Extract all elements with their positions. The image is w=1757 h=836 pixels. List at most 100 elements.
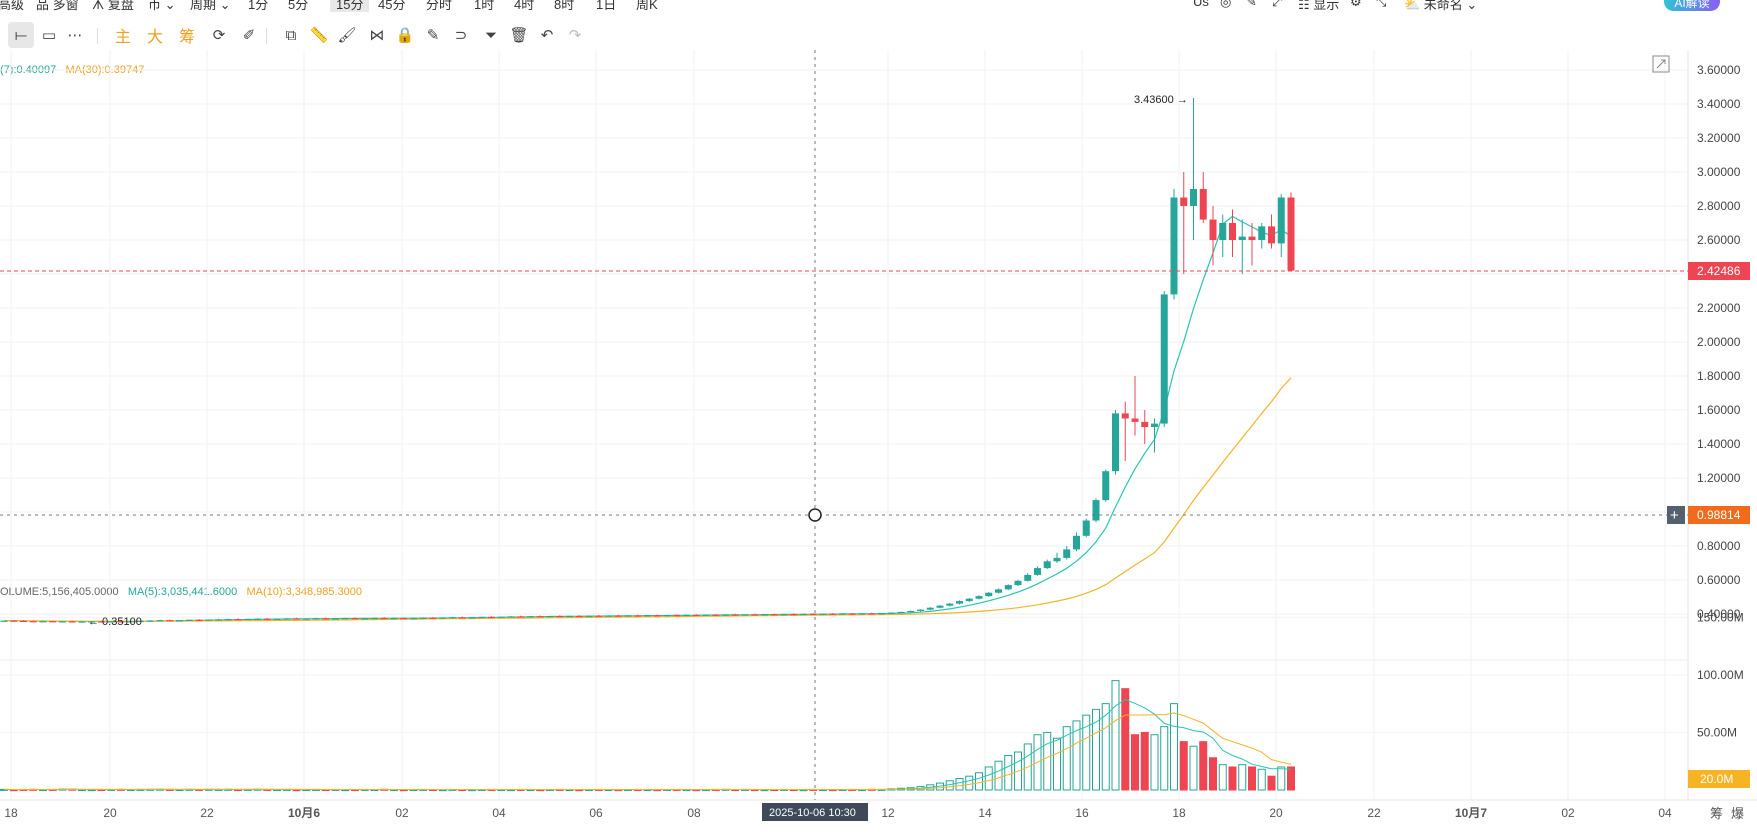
top-menu-item[interactable]: 5分 [288,0,309,12]
candle-body [400,618,408,620]
volume-bar [1023,743,1032,791]
top-menu-item[interactable]: 币 ⌄ [148,0,176,12]
volume-bar [1287,766,1295,791]
top-menu-item[interactable]: ☷ 显示 [1298,0,1340,12]
candle-body [653,615,661,617]
crosshair-cursor[interactable] [808,508,822,522]
volume-tick-label: 150.00M [1697,610,1744,624]
volume-bar [1014,751,1022,791]
top-menu-item[interactable]: ⤢ [1272,0,1283,9]
candle-body [468,617,476,619]
trash-icon[interactable]: 🗑 [509,27,529,44]
fullscreen-icon[interactable] [1652,55,1670,73]
candle-body [692,614,700,617]
volume-value-legend: OLUME:5,156,405.0000 [0,586,119,598]
top-menu-item[interactable]: 1分 [248,0,269,12]
top-menu-item[interactable]: 4时 [514,0,535,12]
top-menu-item[interactable]: 1日 [596,0,617,12]
candle-body [293,618,300,620]
top-menu-item[interactable]: 15分 [330,0,370,12]
top-menu-item[interactable]: 分时 [426,0,453,12]
top-menu-item[interactable]: Us [1193,0,1209,9]
candle-body [68,621,76,623]
copy-icon[interactable]: ⧉ [285,26,297,44]
candle-body [1024,574,1032,581]
vol-ma5-line [3,698,1292,791]
candle-body [117,621,125,623]
candle-body [946,603,954,606]
top-menu-item[interactable]: 1时 [474,0,495,12]
volume-bar [965,775,974,791]
top-menu-item[interactable]: 8时 [554,0,575,12]
price-tick-label: 3.00000 [1697,165,1741,179]
candle-body [536,616,544,618]
candle-body [1082,520,1090,536]
top-menu-item[interactable]: 周K [636,0,658,12]
low-price-label: ← 0.35100 [88,616,142,628]
current-volume-tag [1688,770,1750,788]
time-tick-label: 18 [4,806,18,820]
filter-icon[interactable]: ⏷ [484,26,497,44]
price-tick-label: 1.80000 [1697,369,1741,383]
top-menu-item[interactable]: 高级 [0,0,25,12]
undo-icon[interactable]: ↶ [540,27,554,44]
volume-bar [1238,764,1247,791]
candle-body [488,616,495,619]
rectangle-icon[interactable]: ▭ [41,27,57,44]
chips-distribution-toggle[interactable]: 筹 [1710,806,1723,821]
volume-bar [955,777,964,791]
brush-icon[interactable]: 🖌 [337,27,357,44]
time-tick-label: 14 [978,806,992,820]
add-alert-button[interactable] [1667,506,1685,524]
candle-body [751,614,759,616]
price-tick-label: 0.80000 [1697,539,1741,553]
top-menu-item[interactable]: 周期 ⌄ [190,0,231,12]
candle-body [351,618,359,620]
draw-tool-icon[interactable]: ✐ [242,27,256,44]
top-menu-item[interactable]: ⛅ 未命名 ⌄ [1404,0,1478,12]
pattern-icon[interactable]: ⋈ [369,27,385,44]
candle-body [1238,236,1246,240]
ai-interpret-button[interactable]: AI解读 [1664,0,1720,11]
time-tick-label: 18 [1172,806,1186,820]
candle-body [410,618,417,620]
note-icon[interactable]: ✎ [426,27,440,44]
time-tick-label: 22 [1367,806,1381,820]
more-icon[interactable]: ⋯ [67,27,83,44]
chips-indicator-icon[interactable]: 筹 [178,29,195,46]
top-menu-item[interactable]: ✎ [1246,0,1257,9]
candle-body [829,613,837,615]
candle-body [1053,557,1061,562]
volume-bars [0,680,1295,792]
candle-body [361,618,369,620]
candle-body [273,618,281,620]
top-menu-item[interactable]: ⤡ [1376,0,1387,9]
top-menu-item[interactable]: ⚙ [1350,0,1362,9]
top-menu-item[interactable]: 品 多窗 [36,0,79,12]
magnet-icon[interactable]: ⊃ [454,27,468,44]
ma30-line [3,377,1292,622]
candle-body [1229,223,1236,240]
liquidation-toggle[interactable]: 爆 [1731,806,1744,821]
time-tick-label: 10月6 [288,806,320,820]
replace-icon[interactable]: ⟳ [212,27,226,44]
main-indicator-icon[interactable]: 主 [114,29,131,46]
price-tick-label: 0.60000 [1697,573,1741,587]
big-indicator-icon[interactable]: 大 [146,29,163,46]
candle-body [195,619,203,621]
top-menu-item[interactable]: ᗑ 复盘 [92,0,134,12]
top-menu-item[interactable]: ◎ [1220,0,1232,9]
redo-icon[interactable]: ↷ [568,27,582,44]
plus-icon[interactable]: + [1670,507,1679,524]
candle-body [380,617,388,620]
horizontal-line-icon[interactable]: ⟝ [8,22,34,48]
candle-body [605,615,612,617]
top-menu-bar: 高级品 多窗 ᗑ 复盘 币 ⌄ 周期 ⌄ 1分 5分 15分 45分 分时 1时 4时 8时 1日 周K U… [0,0,1757,12]
time-tick-label: 04 [1658,806,1672,820]
top-menu-item[interactable]: 45分 [378,0,406,12]
candle-body [341,618,349,620]
lock-icon[interactable]: 🔒 [395,27,415,44]
ruler-icon[interactable]: 📏 [309,27,329,44]
candle-body [429,617,437,619]
